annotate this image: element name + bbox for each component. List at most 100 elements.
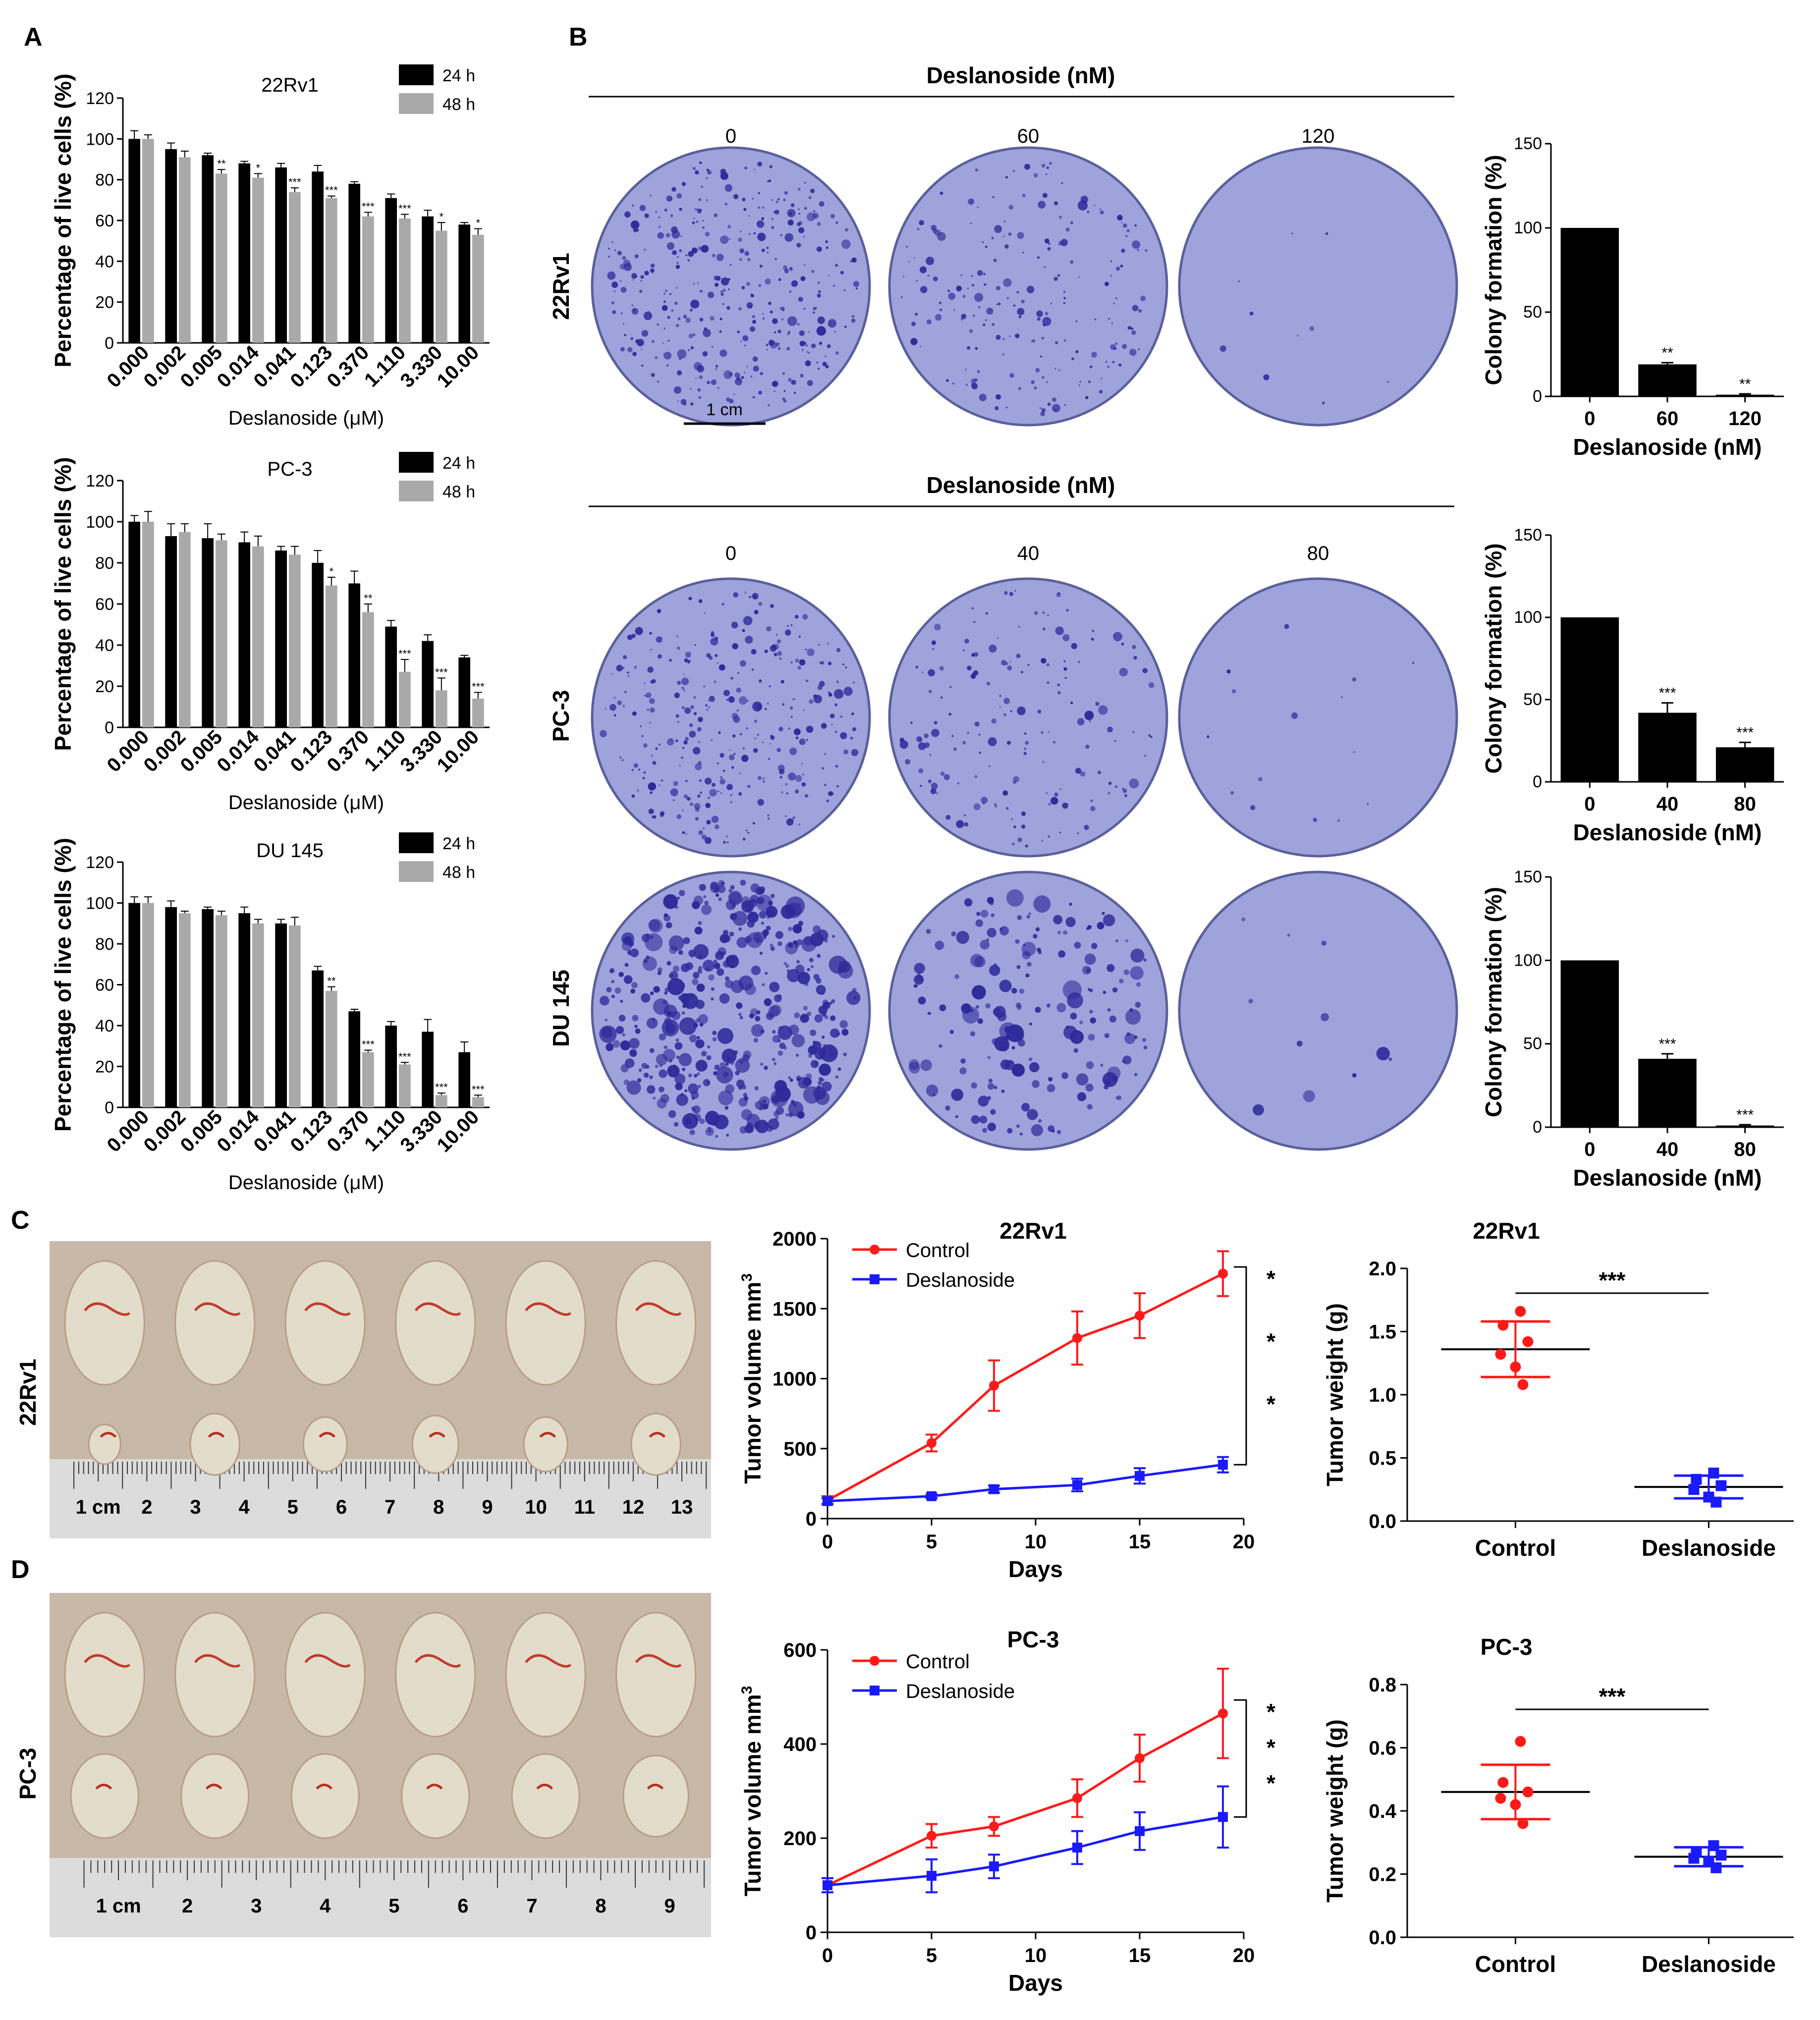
colony (666, 961, 671, 966)
colony (1114, 347, 1117, 350)
y-tick-label: 120 (86, 472, 114, 491)
data-point-deslanoside (1708, 1468, 1719, 1479)
colony (1071, 357, 1074, 360)
colony (779, 307, 781, 309)
chart-title: 22Rv1 (261, 74, 319, 96)
colony (653, 1096, 656, 1100)
colony (817, 954, 821, 958)
colony (1087, 1104, 1093, 1110)
colony (676, 1055, 680, 1059)
colony (748, 215, 750, 217)
blood-vessel (426, 1784, 443, 1790)
colony (1088, 714, 1092, 717)
ruler-label: 5 (287, 1496, 298, 1518)
y-tick-label: 40 (95, 1017, 114, 1036)
data-point-deslanoside (1691, 1474, 1702, 1485)
colony (943, 774, 950, 780)
colony (662, 342, 664, 344)
colony (1325, 232, 1328, 235)
legend-label: 48 h (442, 95, 475, 114)
colony (985, 612, 988, 615)
culture-plate (1178, 577, 1458, 858)
colony (728, 786, 730, 789)
colony (724, 980, 733, 988)
colony (1090, 1017, 1096, 1024)
colony (685, 780, 688, 782)
colony (664, 987, 669, 992)
colony (631, 794, 635, 798)
colony (1049, 162, 1052, 165)
colony (621, 759, 624, 761)
bar-24h (458, 657, 470, 727)
colony (747, 700, 749, 702)
colony (1021, 824, 1026, 829)
colony (747, 831, 750, 834)
colony (697, 282, 699, 284)
data-point-deslanoside (927, 1491, 937, 1501)
colony (799, 738, 806, 745)
colony (1059, 216, 1062, 219)
tumor (505, 1612, 586, 1738)
colony (853, 681, 855, 684)
colony (752, 198, 754, 200)
colony (608, 247, 610, 250)
colony (795, 658, 799, 663)
colony (634, 254, 639, 259)
colony (1037, 947, 1042, 952)
colony (1018, 315, 1022, 319)
colony (984, 283, 987, 286)
colony (692, 221, 695, 224)
colony (817, 368, 820, 370)
colony (977, 270, 983, 276)
colony (690, 705, 694, 709)
colony (931, 224, 937, 231)
colony (1291, 232, 1293, 235)
colony (1341, 696, 1343, 698)
colony (1012, 842, 1015, 846)
colony (641, 330, 649, 337)
x-tick-label: 0.002 (139, 726, 190, 776)
data-point-control (927, 1438, 937, 1448)
colony (676, 193, 682, 199)
colony (1130, 966, 1144, 980)
colony (675, 714, 679, 718)
colony (682, 1068, 686, 1071)
colony (996, 303, 998, 306)
data-point-deslanoside (1688, 1484, 1700, 1495)
colony (725, 900, 736, 910)
colony (1045, 312, 1048, 316)
y-tick-label: 50 (1523, 1035, 1542, 1053)
colony (641, 735, 644, 737)
data-point-deslanoside (1135, 1471, 1145, 1481)
colony (699, 779, 702, 782)
colony (736, 687, 741, 693)
colony (791, 380, 796, 385)
colony (777, 764, 785, 771)
colony (767, 180, 769, 182)
colony (799, 330, 805, 336)
colony (693, 167, 696, 170)
colony (693, 218, 695, 219)
colony (688, 1083, 699, 1094)
colony (954, 974, 959, 979)
legend-swatch-24h (399, 832, 434, 853)
colony (703, 827, 705, 829)
dose-label: 0 (725, 125, 736, 147)
colony (957, 782, 959, 784)
colony (734, 372, 740, 378)
colony (612, 310, 616, 314)
colony (704, 327, 708, 331)
colony (1057, 274, 1060, 277)
x-tick-label: 10 (1025, 1531, 1047, 1553)
colony (1040, 411, 1046, 417)
colony (798, 213, 801, 215)
x-tick-label: 0.005 (176, 341, 226, 392)
bar-48h (362, 612, 374, 727)
colony (851, 257, 857, 263)
colony (677, 349, 687, 359)
colony (961, 314, 967, 319)
colony (835, 1075, 839, 1079)
colony (1115, 297, 1117, 299)
colony (1042, 376, 1045, 379)
